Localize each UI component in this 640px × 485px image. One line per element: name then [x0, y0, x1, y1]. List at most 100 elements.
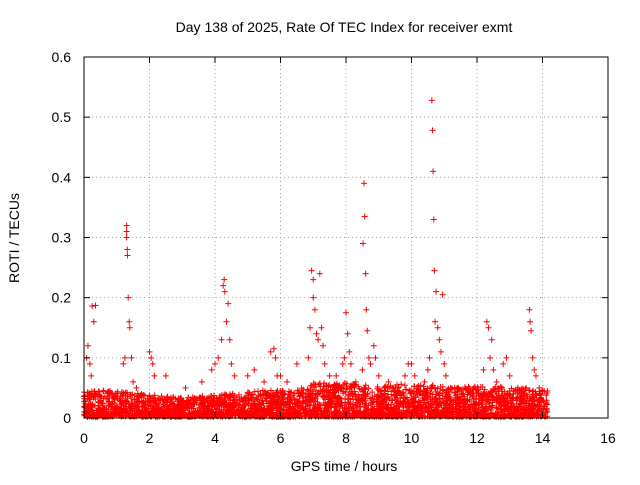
data-point [347, 360, 354, 367]
chart-title: Day 138 of 2025, Rate Of TEC Index for r… [176, 19, 513, 35]
data-point [439, 387, 446, 394]
data-point [317, 402, 324, 409]
data-point [228, 360, 235, 367]
data-point [361, 384, 368, 391]
data-point [406, 387, 413, 394]
data-point [539, 396, 546, 403]
data-point [273, 407, 280, 414]
data-point [112, 390, 119, 397]
data-point [357, 403, 364, 410]
data-point [125, 294, 132, 301]
data-point [322, 413, 329, 420]
data-point [302, 403, 309, 410]
data-point [434, 324, 441, 331]
x-tick-label: 10 [404, 430, 420, 446]
data-point [366, 395, 373, 402]
data-point [490, 366, 497, 373]
data-point [352, 391, 359, 398]
data-point [198, 378, 205, 385]
data-point [110, 394, 117, 401]
data-point [510, 402, 517, 409]
data-point [199, 405, 206, 412]
data-point [126, 324, 133, 331]
data-point [154, 405, 161, 412]
data-point [295, 390, 302, 397]
data-point [212, 360, 218, 367]
y-tick-label: 0.5 [52, 109, 72, 125]
data-point [452, 399, 459, 406]
data-point [125, 400, 132, 407]
data-point [487, 354, 494, 361]
data-point [319, 387, 326, 394]
data-point [127, 405, 134, 412]
data-point [338, 395, 345, 402]
data-point [321, 392, 328, 399]
data-point [417, 405, 424, 412]
data-point [488, 412, 495, 419]
data-point [342, 408, 349, 415]
data-point [310, 380, 317, 387]
data-point [328, 395, 335, 402]
data-point [397, 394, 404, 401]
data-point [320, 342, 327, 349]
data-point [251, 366, 258, 373]
data-point [475, 405, 482, 412]
data-point [453, 403, 460, 410]
data-point [126, 318, 133, 325]
data-point [123, 234, 130, 241]
data-point [534, 403, 541, 410]
data-point [345, 396, 352, 403]
data-point [506, 372, 513, 379]
data-point [493, 378, 500, 385]
data-point [385, 388, 392, 395]
data-point [229, 404, 236, 411]
data-point [375, 387, 382, 394]
data-point [438, 402, 445, 409]
data-point [539, 388, 546, 395]
data-point [466, 409, 473, 416]
data-point [478, 399, 485, 406]
data-point [474, 387, 481, 394]
data-point [412, 398, 419, 405]
data-point [386, 396, 393, 403]
data-point [483, 318, 490, 325]
data-point [92, 396, 99, 403]
data-point [252, 409, 259, 416]
data-point [339, 405, 346, 412]
data-point [111, 404, 118, 411]
data-point [543, 405, 550, 412]
data-point [244, 372, 251, 379]
data-point [250, 400, 257, 407]
data-point [158, 408, 165, 415]
data-point [134, 393, 141, 400]
data-point [308, 394, 315, 401]
data-point [285, 388, 292, 395]
data-point [220, 282, 227, 289]
data-point [94, 392, 101, 399]
data-point [186, 401, 193, 408]
data-point [97, 407, 104, 414]
data-point [357, 409, 364, 416]
data-point [365, 402, 372, 409]
data-point [530, 412, 537, 419]
data-point [284, 399, 291, 406]
y-tick-label: 0.6 [52, 49, 72, 65]
x-tick-label: 4 [211, 430, 219, 446]
data-point [225, 300, 232, 307]
data-point [519, 393, 526, 400]
data-point [500, 399, 507, 406]
data-point [273, 401, 280, 408]
data-point [176, 402, 183, 409]
data-point [487, 392, 494, 399]
data-point [473, 390, 480, 397]
data-point [341, 354, 348, 361]
data-point [424, 366, 431, 373]
data-point [135, 403, 142, 410]
data-point [512, 411, 519, 418]
data-point [84, 342, 91, 349]
data-point [361, 385, 368, 392]
data-point [401, 372, 408, 379]
data-point [226, 336, 233, 343]
x-tick-label: 2 [146, 430, 154, 446]
